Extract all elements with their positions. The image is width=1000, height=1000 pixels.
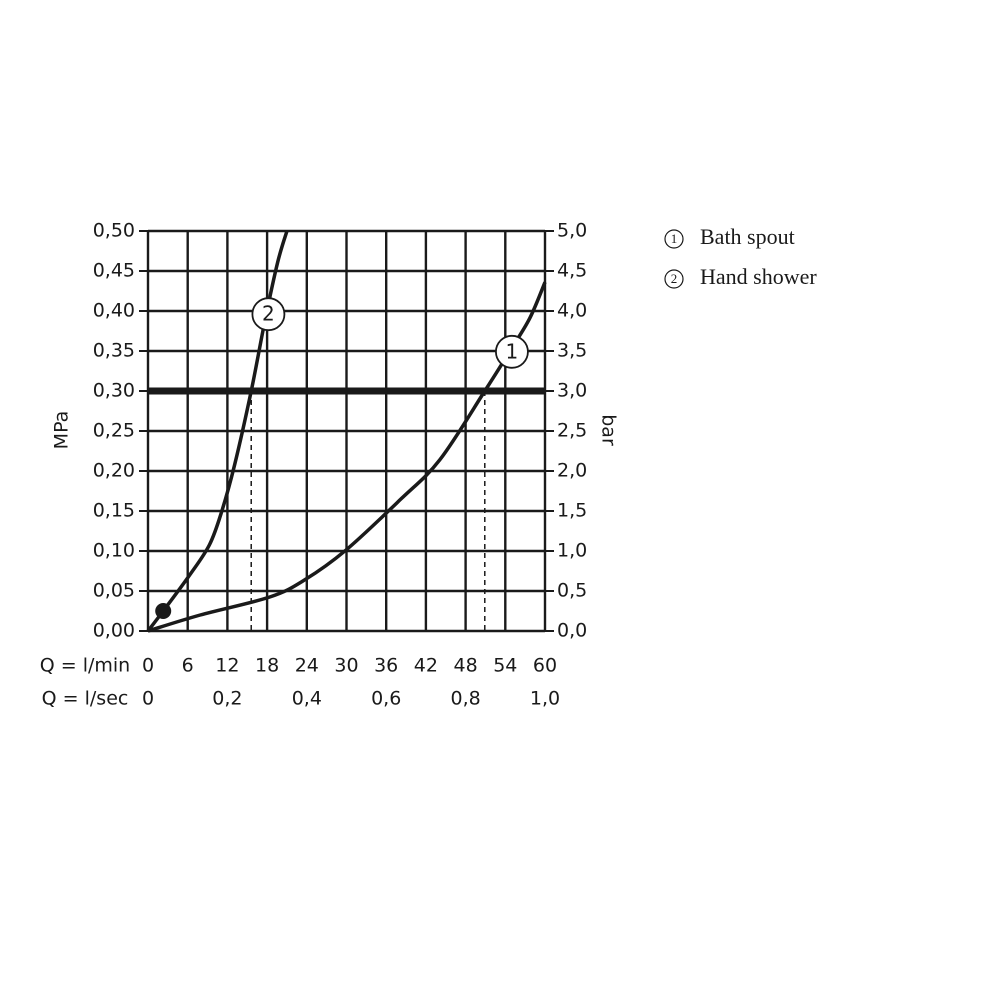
y-tick-label: 0,30 — [93, 380, 135, 402]
y2-tick-label: 5,0 — [557, 220, 587, 242]
x-tick-label: 30 — [334, 655, 358, 677]
y2-tick-label: 0,5 — [557, 580, 587, 602]
legend-number: 2 — [671, 271, 678, 286]
curve-marker-label: 2 — [262, 302, 275, 326]
x-tick-label: 12 — [215, 655, 239, 677]
point — [155, 603, 172, 619]
x2-tick-label: 0,4 — [292, 688, 322, 710]
legend: 1 Bath spout 2 Hand shower — [664, 224, 817, 289]
y2-tick-label: 4,5 — [557, 260, 587, 282]
y-tick-label: 0,50 — [93, 220, 135, 242]
legend-circle — [664, 229, 684, 249]
curve-marker-label: 1 — [506, 339, 519, 363]
x-tick-label: 0 — [142, 655, 154, 677]
y2-tick-label: 1,0 — [557, 540, 587, 562]
y2-tick-label: 4,0 — [557, 300, 587, 322]
x-tick-label: 60 — [533, 655, 557, 677]
x2-axis-label: Q = l/sec — [42, 688, 129, 710]
x-tick-label: 48 — [454, 655, 478, 677]
curve — [146, 230, 289, 633]
curve-marker — [495, 334, 529, 369]
x2-tick-label: 0,2 — [212, 688, 242, 710]
y2-tick-label: 3,0 — [557, 380, 587, 402]
y-axis-label: MPa — [51, 411, 73, 450]
legend-number: 1 — [671, 231, 678, 246]
x2-tick-label: 0 — [142, 688, 154, 710]
curve-marker — [251, 297, 286, 332]
y-tick-label: 0,10 — [93, 540, 135, 562]
y2-tick-label: 1,5 — [557, 500, 587, 522]
y2-axis-label: bar — [598, 414, 620, 446]
y2-tick-label: 2,5 — [557, 420, 587, 442]
y2-tick-label: 2,0 — [557, 460, 587, 482]
y2-tick-label: 3,5 — [557, 340, 587, 362]
x-axis-label: Q = l/min — [40, 655, 130, 677]
x-tick-label: 54 — [493, 655, 517, 677]
y-tick-label: 0,25 — [93, 420, 135, 442]
legend-circle — [664, 269, 684, 289]
y-tick-label: 0,00 — [93, 620, 135, 642]
x2-tick-label: 1,0 — [530, 688, 560, 710]
legend-label: Bath spout — [700, 224, 795, 249]
y-tick-label: 0,05 — [93, 580, 135, 602]
legend-label: Hand shower — [700, 264, 817, 289]
x-tick-label: 24 — [295, 655, 319, 677]
y2-tick-label: 0,0 — [557, 620, 587, 642]
x-tick-label: 36 — [374, 655, 398, 677]
y-tick-label: 0,45 — [93, 260, 135, 282]
y-tick-label: 0,15 — [93, 500, 135, 522]
y-tick-label: 0,20 — [93, 460, 135, 482]
x-tick-label: 6 — [182, 655, 194, 677]
y-tick-label: 0,35 — [93, 340, 135, 362]
y-tick-label: 0,40 — [93, 300, 135, 322]
x2-tick-label: 0,8 — [450, 688, 480, 710]
x2-tick-label: 0,6 — [371, 688, 401, 710]
x-tick-label: 18 — [255, 655, 279, 677]
x-tick-label: 42 — [414, 655, 438, 677]
